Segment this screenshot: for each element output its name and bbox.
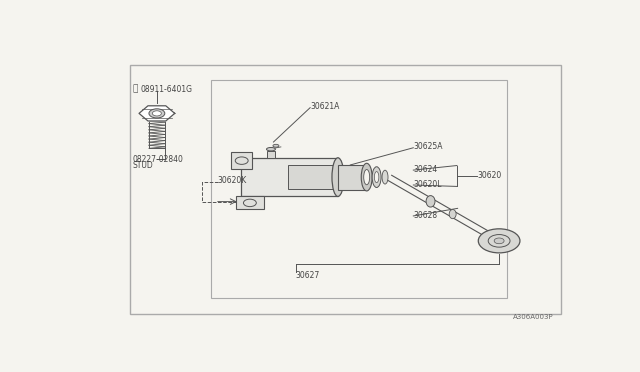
Circle shape xyxy=(152,111,161,116)
Bar xyxy=(267,151,275,158)
Ellipse shape xyxy=(361,163,372,191)
Bar xyxy=(236,196,264,209)
Circle shape xyxy=(478,229,520,253)
Bar xyxy=(129,65,561,314)
Ellipse shape xyxy=(273,144,279,147)
Text: 30620L: 30620L xyxy=(413,180,442,189)
Bar xyxy=(288,165,338,189)
Ellipse shape xyxy=(382,170,388,184)
Bar xyxy=(241,158,338,196)
Bar xyxy=(211,80,507,298)
Ellipse shape xyxy=(332,158,344,196)
Text: 08227-02840: 08227-02840 xyxy=(132,155,183,164)
Circle shape xyxy=(149,109,165,118)
Ellipse shape xyxy=(374,171,379,183)
Text: A306A003P: A306A003P xyxy=(513,314,554,320)
Ellipse shape xyxy=(372,167,381,187)
Bar xyxy=(338,164,365,190)
Ellipse shape xyxy=(449,209,456,219)
Text: STUD: STUD xyxy=(132,161,153,170)
Text: 30627: 30627 xyxy=(296,271,320,280)
Text: 30620K: 30620K xyxy=(218,176,247,185)
Text: 30621A: 30621A xyxy=(310,102,340,111)
Polygon shape xyxy=(139,106,175,121)
Text: Ⓝ: Ⓝ xyxy=(132,84,138,93)
Ellipse shape xyxy=(364,170,370,185)
Ellipse shape xyxy=(266,147,275,151)
Text: 30620: 30620 xyxy=(478,171,502,180)
Ellipse shape xyxy=(426,196,435,207)
Text: 30624: 30624 xyxy=(413,165,438,174)
Text: 30628: 30628 xyxy=(413,211,437,219)
Bar xyxy=(231,152,252,169)
Text: 08911-6401G: 08911-6401G xyxy=(141,84,193,93)
Text: 30625A: 30625A xyxy=(413,142,443,151)
Circle shape xyxy=(494,238,504,244)
